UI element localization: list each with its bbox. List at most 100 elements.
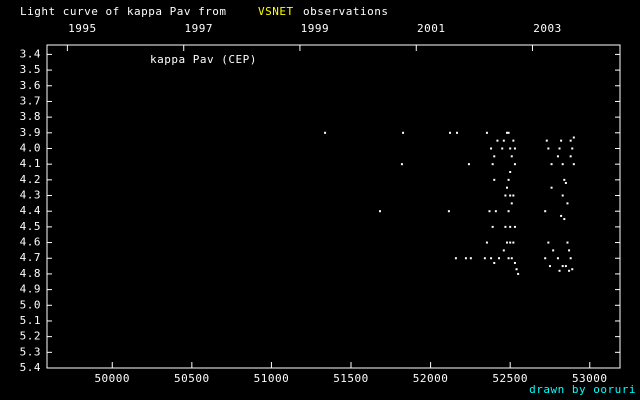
data-point (512, 139, 515, 142)
data-point (491, 225, 494, 228)
x-tick-label: 52500 (492, 372, 528, 385)
data-point (485, 131, 488, 134)
x-tick-label: 52000 (413, 372, 449, 385)
data-point (504, 194, 507, 197)
data-point (560, 214, 563, 217)
data-point (515, 268, 518, 271)
data-point (513, 225, 516, 228)
data-point (456, 131, 459, 134)
x-tick-label: 50000 (94, 372, 130, 385)
data-point (502, 249, 505, 252)
data-point (547, 241, 550, 244)
data-point (491, 163, 494, 166)
data-point (561, 265, 564, 268)
legend-label: kappa Pav (CEP) (150, 53, 257, 66)
data-point (556, 155, 559, 158)
data-point (512, 194, 515, 197)
data-point (513, 261, 516, 264)
data-point (560, 139, 563, 142)
data-point (564, 265, 567, 268)
data-point (569, 155, 572, 158)
data-point (502, 139, 505, 142)
x2-tick-label: 1997 (184, 22, 213, 35)
data-point (510, 257, 513, 260)
data-point (509, 194, 512, 197)
x2-tick-label: 2001 (417, 22, 446, 35)
data-point (552, 249, 555, 252)
data-point (469, 257, 472, 260)
data-point (464, 257, 467, 260)
y-tick-label: 4.2 (20, 173, 41, 186)
data-point (493, 155, 496, 158)
data-point (507, 131, 510, 134)
data-point (488, 210, 491, 213)
data-point (510, 155, 513, 158)
data-point (564, 181, 567, 184)
data-point (496, 139, 499, 142)
y-tick-label: 4.9 (20, 283, 41, 296)
data-point (550, 163, 553, 166)
data-point (505, 186, 508, 189)
data-point (571, 147, 574, 150)
y-tick-label: 3.5 (20, 63, 41, 76)
y-tick-label: 4.6 (20, 236, 41, 249)
data-point (572, 136, 575, 139)
data-point (569, 257, 572, 260)
data-point (402, 131, 405, 134)
x-tick-label: 53000 (572, 372, 608, 385)
y-tick-label: 4.8 (20, 267, 41, 280)
data-point (493, 261, 496, 264)
y-tick-label: 3.4 (20, 47, 41, 60)
y-tick-label: 3.9 (20, 126, 41, 139)
x-tick-label: 50500 (174, 372, 210, 385)
data-point (558, 269, 561, 272)
data-point (447, 210, 450, 213)
data-point (498, 257, 501, 260)
y-tick-label: 5.1 (20, 314, 41, 327)
data-point (513, 163, 516, 166)
x2-tick-label: 1995 (68, 22, 97, 35)
data-point (449, 131, 452, 134)
data-point (563, 218, 566, 221)
y-tick-label: 4.7 (20, 251, 41, 264)
data-point (517, 272, 520, 275)
data-point (561, 194, 564, 197)
data-point (490, 257, 493, 260)
data-point (563, 178, 566, 181)
data-point (566, 202, 569, 205)
data-point (571, 268, 574, 271)
y-tick-label: 4.0 (20, 141, 41, 154)
data-point (572, 163, 575, 166)
data-point (454, 257, 457, 260)
data-point (509, 241, 512, 244)
data-point (494, 210, 497, 213)
y-tick-label: 3.7 (20, 94, 41, 107)
y-tick-label: 4.4 (20, 204, 41, 217)
y-tick-label: 4.3 (20, 189, 41, 202)
plot-frame (46, 44, 621, 369)
data-point (501, 147, 504, 150)
data-point (507, 178, 510, 181)
data-point (558, 147, 561, 150)
data-point (504, 225, 507, 228)
data-point (510, 202, 513, 205)
data-point (400, 163, 403, 166)
x-tick-label: 51000 (254, 372, 290, 385)
chart-title-highlight: VSNET (258, 5, 294, 18)
data-point (493, 178, 496, 181)
data-point (556, 257, 559, 260)
y-tick-label: 5.0 (20, 298, 41, 311)
data-point (548, 265, 551, 268)
data-point (566, 241, 569, 244)
data-point (509, 147, 512, 150)
data-point (505, 241, 508, 244)
data-point (507, 210, 510, 213)
data-point (512, 241, 515, 244)
y-tick-label: 4.1 (20, 157, 41, 170)
data-point (485, 241, 488, 244)
data-point (467, 163, 470, 166)
data-point (545, 139, 548, 142)
data-point (568, 269, 571, 272)
chart-title-end: observations (303, 5, 388, 18)
